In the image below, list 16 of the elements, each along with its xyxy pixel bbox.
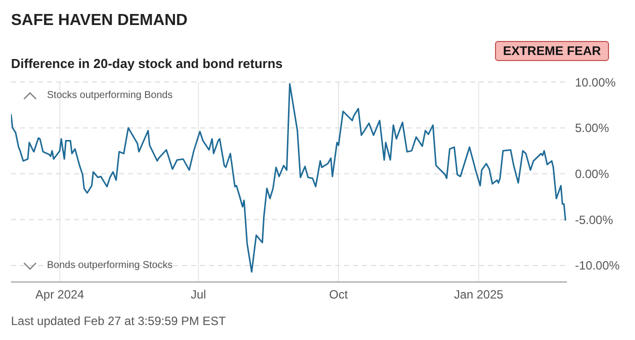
chart-subtitle: Difference in 20-day stock and bond returns (11, 56, 283, 71)
x-tick-label: Jan 2025 (454, 288, 504, 302)
x-tick-label: Jul (190, 288, 206, 302)
line-series (11, 83, 566, 273)
y-tick-label: -10.00% (575, 258, 620, 273)
y-tick-label: 10.00% (575, 75, 616, 90)
x-tick-label: Oct (329, 288, 349, 302)
y-tick-label: -5.00% (575, 212, 614, 227)
chart-title: SAFE HAVEN DEMAND (11, 12, 188, 30)
text: EXTREME FEAR (495, 41, 609, 61)
annotation: Stocks outperforming Bonds (47, 90, 173, 101)
y-tick-label: 0.00% (575, 167, 610, 182)
y-tick-label: 5.00% (575, 121, 610, 136)
text: Last updated Feb 27 at 3:59:59 PM EST (11, 314, 226, 328)
x-tick-label: Apr 2024 (35, 288, 84, 302)
annotation: Bonds outperforming Stocks (47, 260, 173, 271)
